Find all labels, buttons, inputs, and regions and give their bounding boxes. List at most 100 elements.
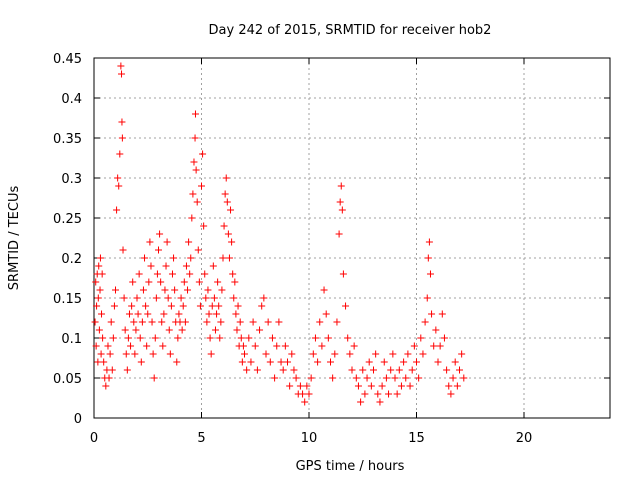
data-point bbox=[221, 190, 229, 198]
data-point bbox=[338, 206, 346, 214]
data-point bbox=[307, 374, 315, 382]
data-point bbox=[104, 342, 112, 350]
data-point bbox=[211, 326, 219, 334]
data-point bbox=[425, 238, 433, 246]
data-point bbox=[105, 374, 113, 382]
data-point bbox=[127, 342, 135, 350]
data-point bbox=[430, 342, 438, 350]
data-point bbox=[216, 334, 224, 342]
data-point bbox=[365, 358, 373, 366]
data-point bbox=[290, 366, 298, 374]
x-tick-label: 0 bbox=[90, 431, 98, 446]
data-point bbox=[222, 174, 230, 182]
data-point bbox=[198, 182, 205, 190]
data-point bbox=[147, 262, 155, 270]
data-point bbox=[135, 270, 143, 278]
data-point bbox=[97, 350, 105, 358]
data-point bbox=[359, 366, 367, 374]
data-point bbox=[92, 342, 100, 350]
data-point bbox=[185, 238, 193, 246]
data-point bbox=[404, 350, 412, 358]
y-tick-label: 0.05 bbox=[53, 372, 82, 387]
data-point bbox=[215, 302, 223, 310]
data-point bbox=[320, 286, 328, 294]
data-point bbox=[114, 174, 122, 182]
data-point bbox=[372, 350, 380, 358]
data-point bbox=[133, 294, 141, 302]
data-point bbox=[118, 70, 126, 78]
data-point bbox=[423, 294, 431, 302]
data-point bbox=[122, 350, 130, 358]
data-point bbox=[301, 398, 309, 406]
data-point bbox=[125, 310, 133, 318]
data-point bbox=[143, 342, 151, 350]
data-point bbox=[187, 254, 195, 262]
x-tick-label: 15 bbox=[408, 431, 425, 446]
data-point bbox=[230, 294, 238, 302]
data-point bbox=[402, 374, 410, 382]
data-point bbox=[201, 270, 209, 278]
data-point bbox=[100, 358, 108, 366]
data-point bbox=[443, 366, 451, 374]
data-point bbox=[95, 326, 103, 334]
data-point bbox=[408, 366, 416, 374]
grid-lines bbox=[94, 58, 610, 418]
data-point bbox=[305, 390, 313, 398]
data-point bbox=[120, 294, 128, 302]
data-point bbox=[155, 246, 162, 254]
data-point bbox=[107, 318, 115, 326]
y-axis-title: SRMTID / TECUs bbox=[7, 186, 22, 291]
data-point bbox=[271, 374, 279, 382]
data-point bbox=[182, 262, 190, 270]
data-point bbox=[160, 310, 168, 318]
data-point bbox=[98, 310, 106, 318]
data-point bbox=[393, 390, 401, 398]
data-point bbox=[219, 254, 227, 262]
data-point bbox=[376, 398, 384, 406]
y-tick-label: 0.15 bbox=[53, 292, 82, 307]
data-point bbox=[296, 382, 304, 390]
data-point bbox=[118, 118, 126, 126]
data-point bbox=[451, 358, 459, 366]
data-point bbox=[139, 286, 147, 294]
data-point bbox=[173, 358, 181, 366]
data-point bbox=[256, 326, 264, 334]
data-point bbox=[113, 206, 121, 214]
data-point bbox=[91, 318, 99, 326]
data-point bbox=[253, 366, 261, 374]
data-point bbox=[316, 318, 324, 326]
data-point bbox=[227, 206, 235, 214]
data-point bbox=[148, 318, 156, 326]
data-point bbox=[99, 334, 107, 342]
data-point bbox=[239, 342, 247, 350]
data-point bbox=[193, 198, 201, 206]
data-point bbox=[204, 286, 212, 294]
data-point bbox=[179, 302, 187, 310]
data-point bbox=[144, 310, 152, 318]
data-point bbox=[229, 270, 237, 278]
data-point bbox=[158, 318, 166, 326]
data-point bbox=[352, 374, 360, 382]
data-point bbox=[136, 334, 144, 342]
data-point bbox=[251, 342, 259, 350]
data-point bbox=[260, 294, 268, 302]
data-point bbox=[348, 366, 356, 374]
data-point bbox=[245, 334, 253, 342]
data-point bbox=[146, 238, 154, 246]
data-point bbox=[243, 366, 251, 374]
data-point bbox=[220, 222, 228, 230]
data-point bbox=[207, 350, 215, 358]
data-point bbox=[191, 110, 199, 118]
data-point bbox=[299, 390, 307, 398]
data-point bbox=[311, 334, 319, 342]
data-point bbox=[196, 302, 204, 310]
data-point bbox=[354, 382, 362, 390]
data-point bbox=[288, 350, 296, 358]
data-point bbox=[118, 134, 126, 142]
data-point bbox=[170, 254, 178, 262]
data-point bbox=[199, 150, 207, 158]
chart-title: Day 242 of 2015, SRMTID for receiver hob… bbox=[209, 23, 492, 38]
data-point bbox=[322, 310, 330, 318]
data-point bbox=[344, 334, 352, 342]
